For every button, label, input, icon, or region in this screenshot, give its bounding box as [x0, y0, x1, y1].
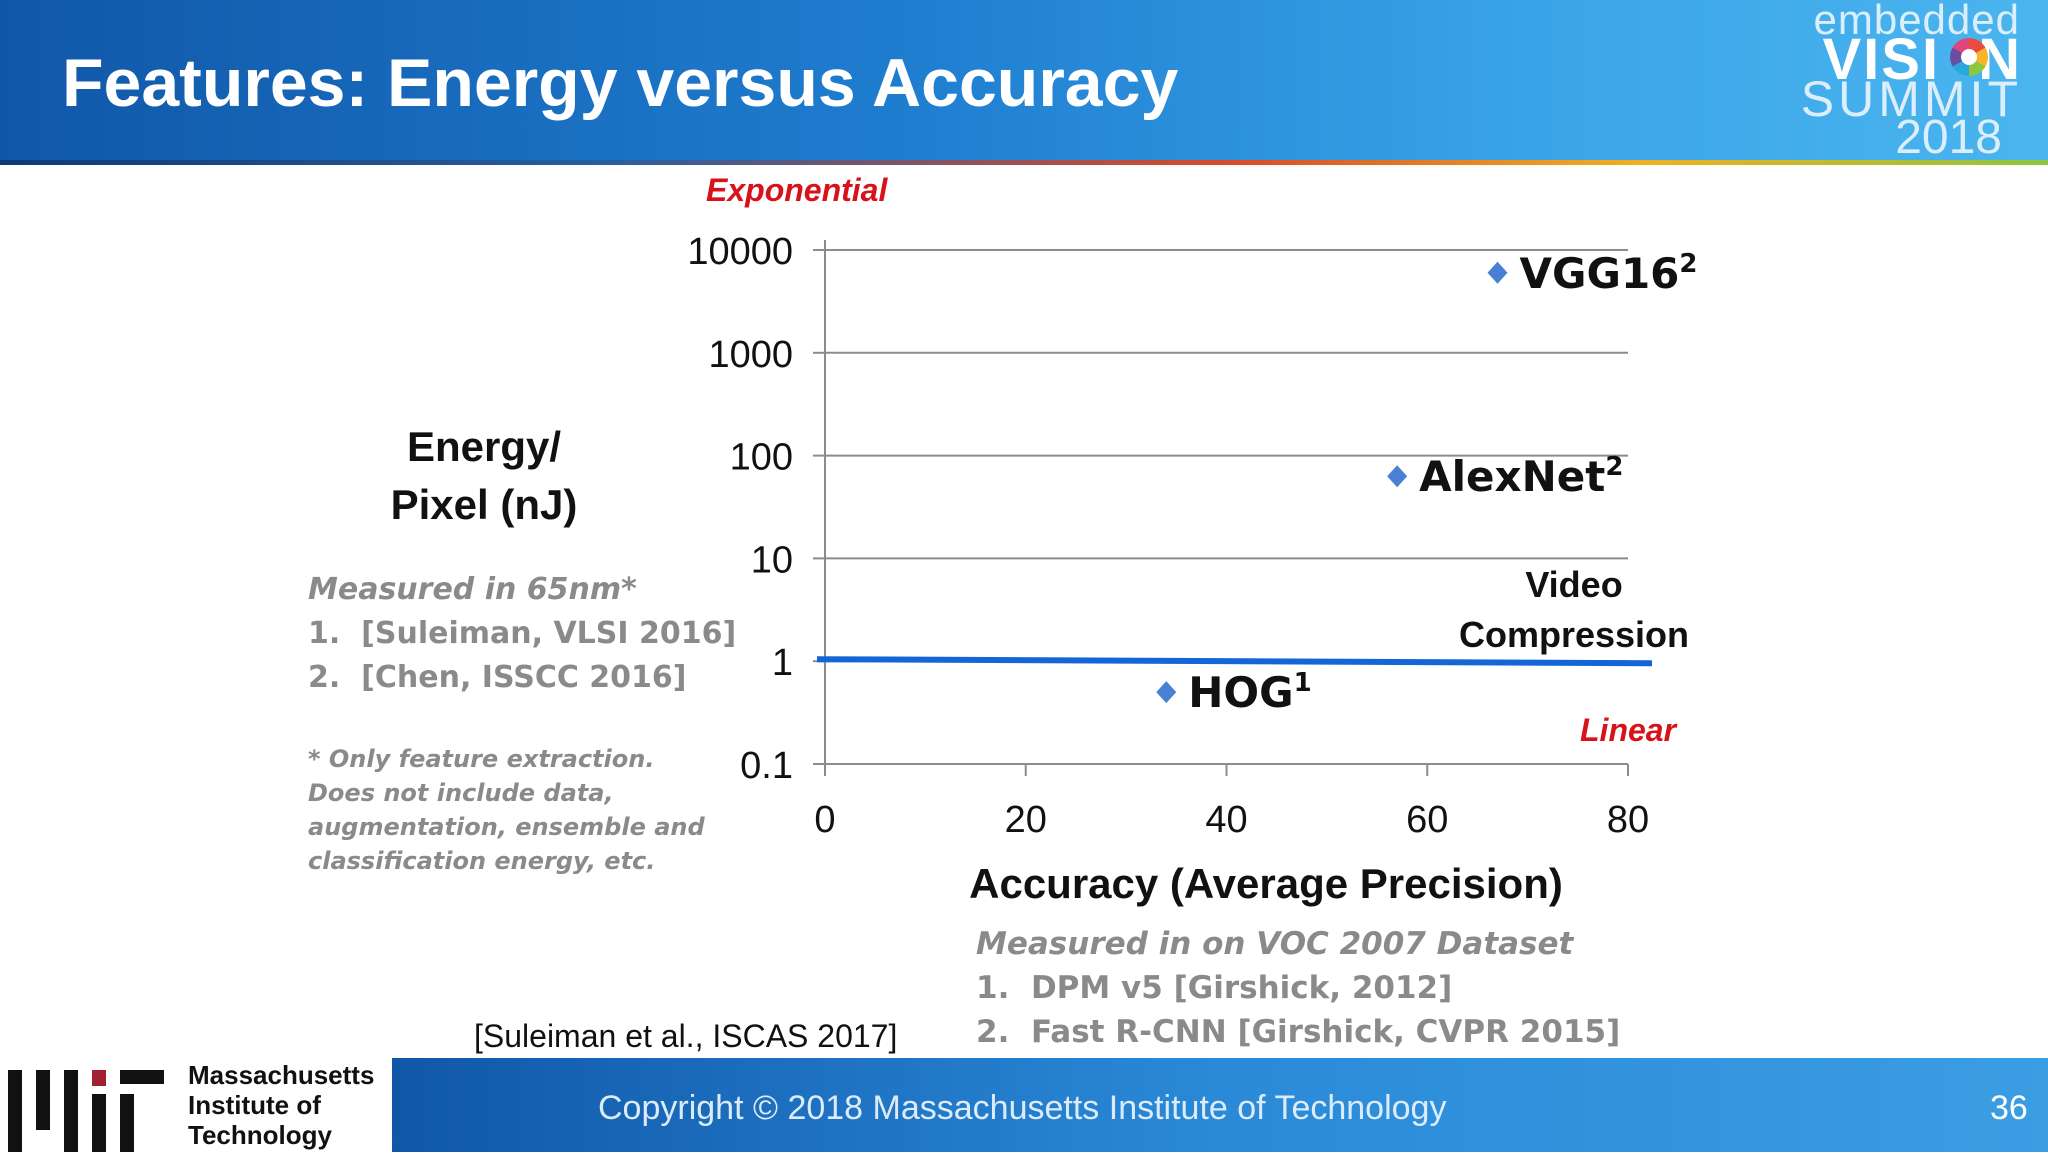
y-tick-label: 1 [772, 642, 793, 684]
linear-label: Linear [1580, 712, 1677, 748]
citation: [Suleiman et al., ISCAS 2017] [474, 1018, 898, 1054]
video-compression-label: Video Compression [1444, 560, 1704, 660]
data-point-alexnet [1387, 465, 1408, 488]
mit-name-line1: Massachusetts [188, 1060, 375, 1090]
data-label-vgg16: VGG162 [1520, 249, 1698, 298]
logo-vision-prefix: VISI [1822, 27, 1941, 92]
mit-name-line3: Technology [188, 1120, 332, 1150]
data-point-hog [1156, 681, 1177, 704]
video-compression-line [816, 656, 1653, 667]
y-axis-title: Energy/ Pixel (nJ) [384, 418, 584, 534]
x-tick-label: 0 [814, 799, 835, 841]
logo-line-embedded: embedded [1813, 0, 2020, 43]
energy-ref-1: 1. [Suleiman, VLSI 2016] [308, 616, 737, 651]
video-compression-line1: Video [1525, 564, 1623, 605]
mit-name-line2: Institute of [188, 1090, 321, 1120]
y-axis-title-line1: Energy/ [406, 423, 562, 470]
energy-measured-text: Measured in 65nm* [308, 572, 637, 607]
mit-logo-icon [8, 1070, 164, 1152]
y-axis-title-line2: Pixel (nJ) [390, 481, 578, 528]
y-tick-label: 10 [751, 539, 793, 581]
embedded-vision-summit-logo: embedded VISI N SUMMIT 2018 [1801, 0, 2048, 164]
energy-measurement-note: Measured in 65nm* 1. [Suleiman, VLSI 201… [308, 568, 736, 700]
y-tick-label: 0.1 [740, 745, 793, 787]
exponential-label: Exponential [706, 172, 888, 208]
video-compression-line2: Compression [1458, 614, 1690, 655]
footer-bar [392, 1058, 2048, 1152]
footnote: * Only feature extraction. Does not incl… [308, 745, 705, 875]
x-tick-label: 80 [1607, 799, 1649, 841]
logo-line-summit: SUMMIT [1800, 71, 2022, 127]
x-tick-label: 60 [1406, 799, 1448, 841]
header-divider [0, 160, 2048, 165]
y-tick-label: 1000 [708, 334, 793, 376]
mit-wordmark: Massachusetts Institute of Technology [188, 1060, 374, 1150]
y-tick-label: 10000 [687, 231, 793, 273]
x-tick-label: 20 [1005, 799, 1047, 841]
slide-title: Features: Energy versus Accuracy [62, 45, 1179, 121]
x-axis-title: Accuracy (Average Precision) [969, 860, 1563, 907]
page-number: 36 [1990, 1089, 2028, 1127]
accuracy-ref-1: 1. DPM v5 [Girshick, 2012] [976, 970, 1453, 1006]
data-label-hog: HOG1 [1188, 668, 1311, 717]
data-point-vgg16 [1487, 261, 1508, 284]
data-label-alexnet: AlexNet2 [1419, 452, 1623, 501]
accuracy-ref-2: 2. Fast R-CNN [Girshick, CVPR 2015] [976, 1014, 1621, 1050]
accuracy-measurement-note: Measured in on VOC 2007 Dataset 1. DPM v… [976, 922, 1620, 1054]
accuracy-measured-text: Measured in on VOC 2007 Dataset [976, 926, 1574, 962]
logo-color-wheel-icon [1950, 38, 1988, 76]
logo-line-year: 2018 [1895, 111, 2002, 164]
y-tick-label: 100 [730, 437, 793, 479]
title-bar [0, 0, 2048, 160]
x-tick-label: 40 [1205, 799, 1247, 841]
energy-ref-2: 2. [Chen, ISSCC 2016] [308, 660, 687, 695]
copyright-text: Copyright © 2018 Massachusetts Institute… [598, 1089, 1447, 1127]
